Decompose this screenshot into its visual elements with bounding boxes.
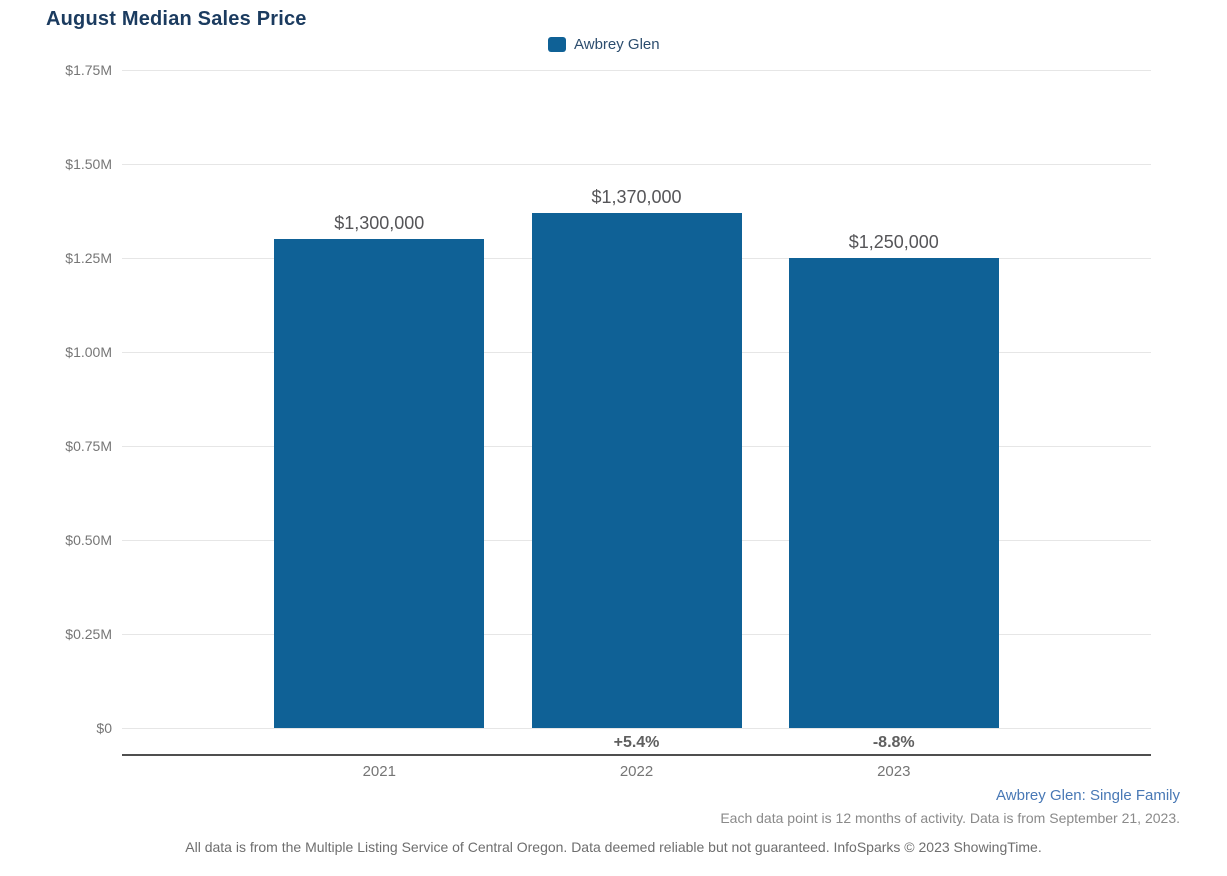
bar-value-label-2022: $1,370,000 xyxy=(591,186,682,207)
series-note: Awbrey Glen: Single Family xyxy=(996,787,1180,804)
chart-title: August Median Sales Price xyxy=(46,8,307,30)
x-tick-label-2021: 2021 xyxy=(362,763,396,780)
bar-pct-label-2023: -8.8% xyxy=(872,734,915,751)
disclaimer: All data is from the Multiple Listing Se… xyxy=(185,839,1042,855)
bar-pct-label-2022: +5.4% xyxy=(613,734,660,751)
legend-label: Awbrey Glen xyxy=(574,36,660,53)
bar-2023[interactable] xyxy=(788,258,999,728)
y-gridline xyxy=(122,727,1151,729)
bar-value-label-2021: $1,300,000 xyxy=(334,213,425,234)
y-tick-label: $1.00M xyxy=(65,344,112,360)
bar-2021[interactable] xyxy=(274,239,485,728)
data-note: Each data point is 12 months of activity… xyxy=(720,810,1180,826)
y-tick-label: $0 xyxy=(96,720,112,736)
legend-swatch-icon xyxy=(548,37,566,52)
x-tick-label-2022: 2022 xyxy=(619,763,654,780)
y-tick-label: $1.75M xyxy=(65,62,112,78)
x-tick-label-2023: 2023 xyxy=(877,763,911,780)
y-gridline xyxy=(122,163,1151,165)
x-axis-line xyxy=(122,754,1151,756)
y-tick-label: $0.25M xyxy=(65,626,112,642)
bar-value-label-2023: $1,250,000 xyxy=(848,232,939,252)
y-tick-label: $0.50M xyxy=(65,532,112,548)
y-tick-label: $0.75M xyxy=(65,438,112,454)
footer-right: Awbrey Glen: Single Family Each data poi… xyxy=(720,786,1180,827)
bar-2022[interactable] xyxy=(531,212,742,728)
y-tick-label: $1.50M xyxy=(65,156,112,172)
legend-item-awbrey-glen[interactable]: Awbrey Glen xyxy=(548,36,660,53)
y-gridline xyxy=(122,69,1151,71)
y-tick-label: $1.25M xyxy=(65,250,112,266)
